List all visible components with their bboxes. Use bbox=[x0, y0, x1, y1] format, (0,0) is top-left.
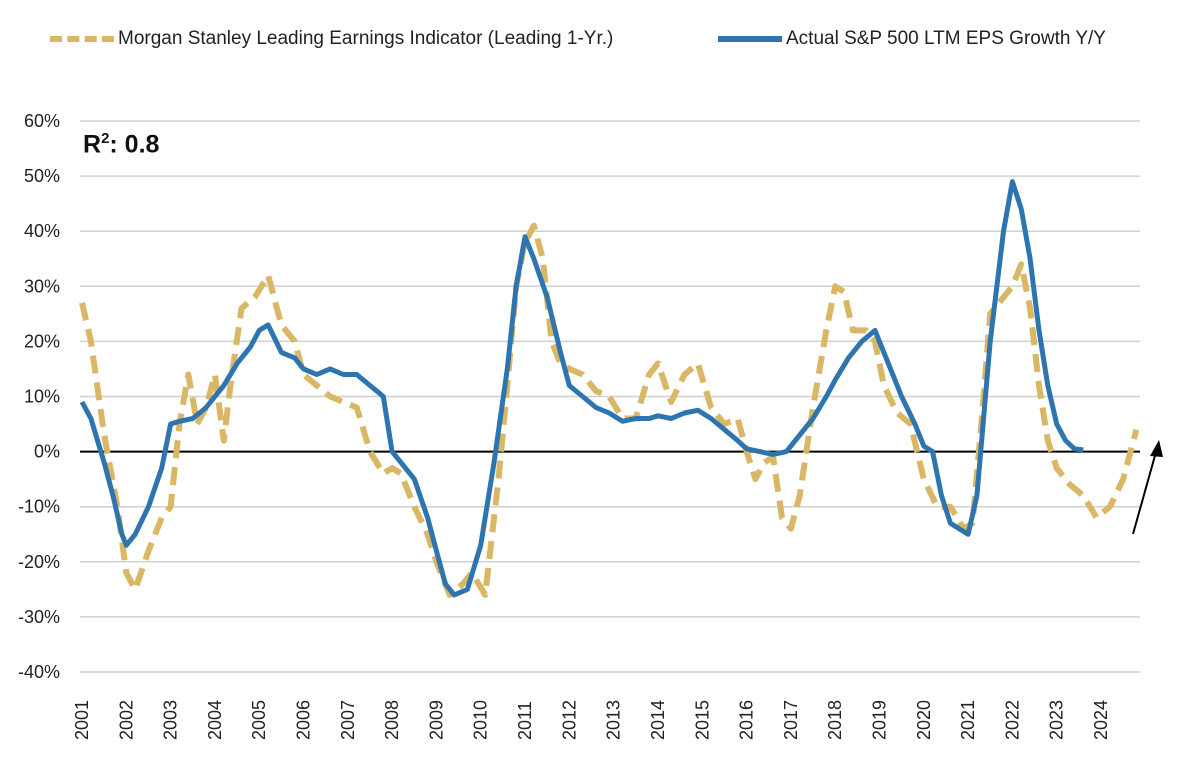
x-tick-label: 2015 bbox=[692, 700, 712, 740]
y-tick-label: 30% bbox=[24, 276, 60, 296]
y-tick-label: -20% bbox=[18, 552, 60, 572]
legend-label-leading: Morgan Stanley Leading Earnings Indicato… bbox=[118, 28, 614, 49]
legend-label-actual: Actual S&P 500 LTM EPS Growth Y/Y bbox=[786, 28, 1106, 49]
x-axis-tick-labels: 2001 2002 2003 2004 2005 2006 2007 2008 2009 2010… bbox=[72, 700, 1111, 740]
series-line-leading-indicator bbox=[79, 222, 1140, 598]
r-squared-annotation: R2: 0.8 bbox=[83, 130, 159, 159]
y-tick-label: 10% bbox=[24, 387, 60, 407]
y-tick-label: 60% bbox=[24, 111, 60, 131]
x-tick-label: 2019 bbox=[869, 700, 889, 740]
x-tick-label: 2011 bbox=[515, 701, 535, 740]
r2-prefix: R bbox=[83, 130, 102, 159]
y-tick-label: 40% bbox=[24, 221, 60, 241]
x-tick-label: 2008 bbox=[382, 700, 402, 740]
x-tick-label: 2001 bbox=[72, 700, 92, 740]
y-tick-label: 50% bbox=[24, 166, 60, 186]
x-tick-label: 2024 bbox=[1091, 700, 1111, 740]
x-tick-label: 2016 bbox=[737, 700, 757, 740]
x-tick-label: 2002 bbox=[116, 700, 136, 740]
x-tick-label: 2021 bbox=[958, 700, 978, 740]
y-tick-label: -40% bbox=[18, 662, 60, 682]
legend-item-actual: Actual S&P 500 LTM EPS Growth Y/Y bbox=[718, 28, 1106, 50]
x-tick-label: 2020 bbox=[914, 700, 934, 740]
x-tick-label: 2006 bbox=[294, 700, 314, 740]
x-tick-label: 2018 bbox=[825, 700, 845, 740]
legend-item-leading: Morgan Stanley Leading Earnings Indicato… bbox=[50, 28, 613, 50]
legend-swatch-leading bbox=[50, 36, 114, 42]
y-tick-label: 0% bbox=[34, 442, 60, 462]
x-tick-label: 2009 bbox=[426, 700, 446, 740]
x-tick-label: 2013 bbox=[604, 700, 624, 740]
r2-suffix: : 0.8 bbox=[109, 130, 160, 159]
y-axis-tick-labels: 60% 50% 40% 30% 20% 10% 0% -10% -20% -30% -40% bbox=[18, 111, 60, 682]
legend: Morgan Stanley Leading Earnings Indicato… bbox=[0, 28, 1199, 58]
x-tick-label: 2004 bbox=[205, 700, 225, 740]
x-tick-label: 2010 bbox=[471, 700, 491, 740]
y-tick-label: -30% bbox=[18, 607, 60, 627]
x-tick-label: 2023 bbox=[1047, 700, 1067, 740]
x-tick-label: 2014 bbox=[648, 700, 668, 740]
y-tick-label: 20% bbox=[24, 331, 60, 351]
x-tick-label: 2017 bbox=[781, 700, 801, 740]
x-tick-label: 2007 bbox=[338, 700, 358, 740]
legend-swatch-actual bbox=[718, 36, 782, 42]
r2-superscript: 2 bbox=[101, 130, 110, 147]
series-line-actual-eps-growth bbox=[79, 179, 1084, 598]
x-tick-label: 2022 bbox=[1002, 700, 1022, 740]
x-tick-label: 2003 bbox=[161, 700, 181, 740]
y-tick-label: -10% bbox=[18, 497, 60, 517]
x-tick-label: 2005 bbox=[249, 700, 269, 740]
x-tick-label: 2012 bbox=[559, 700, 579, 740]
upward-trend-arrow bbox=[1132, 440, 1163, 535]
